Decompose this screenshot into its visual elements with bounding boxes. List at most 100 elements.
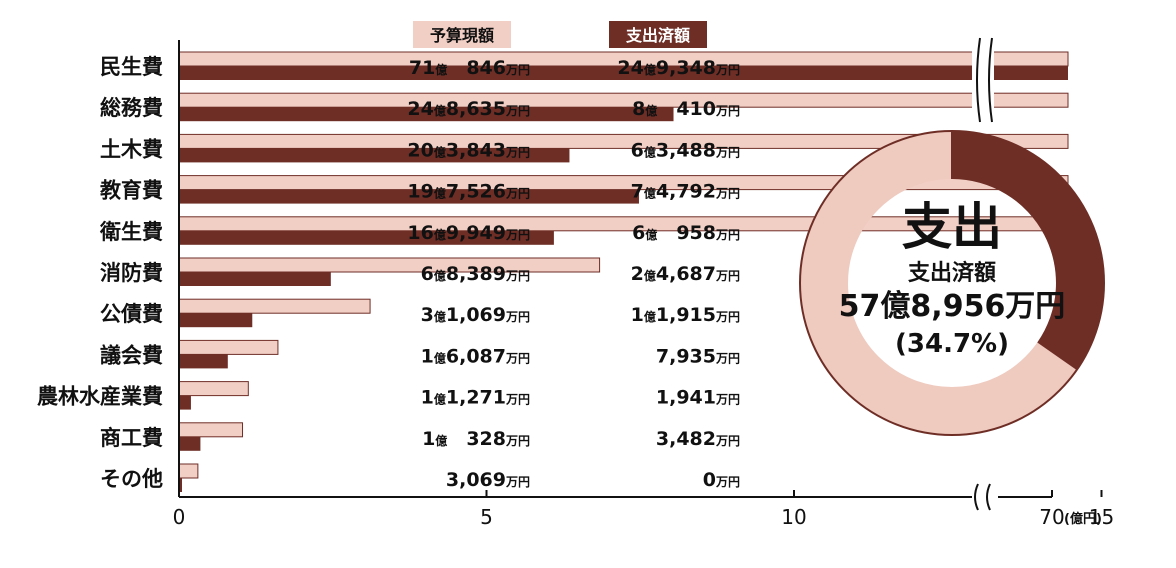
legend: 予算現額 支出済額 <box>413 21 707 48</box>
donut-label: 支出済額 <box>908 260 996 286</box>
value-man-unit: 万円 <box>715 63 740 77</box>
bar-break-mark <box>976 37 981 123</box>
bar-spent <box>179 148 570 163</box>
bar-group <box>178 51 1069 492</box>
value-label-budget: 1億1,271万円 <box>421 387 530 409</box>
value-oku-unit: 億 <box>434 186 446 201</box>
donut-spent-slice <box>952 131 1104 371</box>
value-oku-number: 6 <box>632 222 645 244</box>
value-label-budget: 1億 328万円 <box>422 428 530 450</box>
value-oku-unit: 億 <box>434 350 446 365</box>
value-man-number: 7,526 <box>446 181 506 203</box>
category-label: その他 <box>100 467 163 491</box>
bar-budget <box>178 257 601 273</box>
value-label-budget: 71億 846万円 <box>409 57 530 79</box>
value-oku-number: 16 <box>407 222 433 244</box>
value-oku-unit: 億 <box>644 268 656 283</box>
value-oku-unit: 億 <box>434 144 446 159</box>
value-man-unit: 万円 <box>505 63 530 77</box>
value-man-unit: 万円 <box>715 104 740 118</box>
value-man-unit: 万円 <box>715 393 740 407</box>
value-oku-number: 20 <box>407 139 433 161</box>
value-oku-unit: 億 <box>434 392 446 407</box>
bar-budget <box>178 92 1069 108</box>
bar-budget <box>178 298 371 314</box>
value-oku-number: 24 <box>617 57 643 79</box>
value-man-unit: 万円 <box>505 310 530 324</box>
bar-spent <box>179 66 1068 80</box>
value-man-unit: 万円 <box>715 145 740 159</box>
value-man-unit: 万円 <box>505 228 530 242</box>
donut-percent: (34.7%) <box>895 329 1009 359</box>
value-man-number: 1,915 <box>656 304 716 326</box>
bar-budget <box>178 422 244 438</box>
value-man-unit: 万円 <box>715 475 740 489</box>
value-label-budget: 6億8,389万円 <box>421 263 530 285</box>
value-man-number: 3,488 <box>656 139 716 161</box>
value-oku-number: 2 <box>631 263 644 285</box>
value-oku-number: 1 <box>421 345 434 367</box>
category-label: 消防費 <box>100 261 163 285</box>
value-man-number: 410 <box>657 98 716 120</box>
value-man-number: 3,069 <box>446 469 506 491</box>
value-man-number: 1,271 <box>446 387 506 409</box>
value-label-spent: 24億9,348万円 <box>617 57 740 79</box>
value-oku-number: 19 <box>407 181 433 203</box>
value-label-spent: 6億 958万円 <box>632 222 740 244</box>
legend-label-budget: 予算現額 <box>430 26 494 45</box>
legend-swatch-spent <box>609 21 707 48</box>
value-man-unit: 万円 <box>505 104 530 118</box>
legend-swatch-budget <box>413 21 511 48</box>
value-oku-number: 1 <box>631 304 644 326</box>
value-man-number: 9,348 <box>656 57 716 79</box>
x-axis: 051015202570(億円) <box>173 37 1114 529</box>
bar-spent <box>179 272 331 286</box>
category-label: 総務費 <box>100 96 163 120</box>
value-man-number: 6,087 <box>446 345 506 367</box>
x-tick-label: 0 <box>173 505 186 529</box>
value-man-number: 3,843 <box>446 139 506 161</box>
value-oku-unit: 億 <box>434 227 446 242</box>
legend-label-spent: 支出済額 <box>625 26 690 45</box>
value-label-spent: 7,935万円 <box>656 345 740 367</box>
category-label: 商工費 <box>100 426 163 450</box>
value-oku-unit: 億 <box>434 309 446 324</box>
value-oku-number: 7 <box>631 181 644 203</box>
value-man-number: 958 <box>657 222 716 244</box>
value-man-unit: 万円 <box>505 187 530 201</box>
axis-break-mark <box>974 483 979 511</box>
value-oku-number: 1 <box>421 387 434 409</box>
value-oku-number: 3 <box>421 304 434 326</box>
value-oku-unit: 億 <box>435 433 447 448</box>
value-label-budget: 20億3,843万円 <box>407 139 530 161</box>
bar-spent <box>179 189 639 204</box>
value-man-unit: 万円 <box>715 434 740 448</box>
bar-spent <box>179 354 228 369</box>
category-label: 公債費 <box>100 302 163 326</box>
value-man-number: 8,389 <box>446 263 506 285</box>
value-man-unit: 万円 <box>505 145 530 159</box>
value-man-number: 8,635 <box>446 98 506 120</box>
value-oku-unit: 億 <box>644 62 656 77</box>
value-label-spent: 2億4,687万円 <box>631 263 740 285</box>
bar-budget <box>178 463 199 479</box>
donut-amount: 57億8,956万円 <box>839 289 1066 324</box>
value-label-spent: 6億3,488万円 <box>631 139 740 161</box>
value-label-budget: 3億1,069万円 <box>421 304 530 326</box>
value-oku-unit: 億 <box>644 309 656 324</box>
value-man-unit: 万円 <box>505 434 530 448</box>
bar-spent <box>179 107 674 122</box>
value-man-number: 1,069 <box>446 304 506 326</box>
x-tick-label: 10 <box>781 505 806 529</box>
value-man-number: 4,687 <box>656 263 716 285</box>
category-label: 衛生費 <box>99 220 163 244</box>
value-man-unit: 万円 <box>505 269 530 283</box>
value-man-number: 0 <box>703 469 716 491</box>
value-oku-unit: 億 <box>435 62 447 77</box>
donut-title: 支出 <box>902 198 1002 256</box>
value-label-budget: 1億6,087万円 <box>421 345 530 367</box>
bar-budget <box>178 381 249 397</box>
value-label-spent: 0万円 <box>703 469 740 491</box>
